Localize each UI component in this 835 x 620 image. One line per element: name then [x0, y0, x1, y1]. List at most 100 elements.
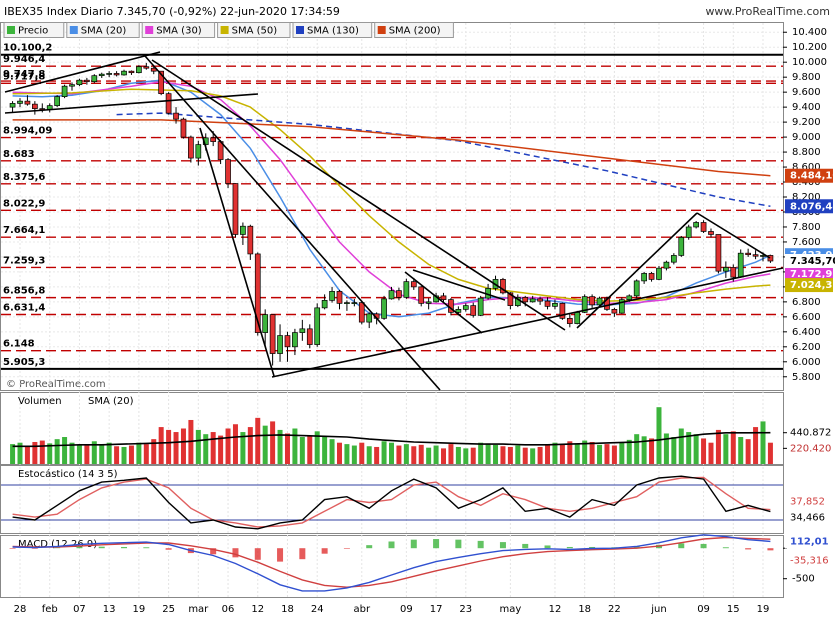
macd-hist	[566, 546, 573, 549]
volume-bar	[307, 435, 313, 464]
stoch-value: 37,852	[790, 497, 825, 508]
macd-hist	[98, 546, 105, 549]
legend-label: Precio	[18, 26, 48, 37]
volume-bar	[589, 441, 595, 464]
volume-bar	[374, 446, 380, 464]
volume-bar	[24, 445, 30, 464]
candle-body	[336, 291, 343, 304]
macd-hist	[745, 548, 752, 550]
value-tag	[785, 266, 833, 281]
x-tick-label: 19	[133, 604, 146, 615]
volume-bar	[426, 447, 432, 464]
x-tick-label: 22	[608, 604, 621, 615]
volume-bar	[69, 442, 75, 464]
candle-body	[678, 237, 685, 256]
x-tick-label: 12	[549, 604, 562, 615]
volume-bar	[366, 446, 372, 464]
panel-label: MACD (12 26 9)	[18, 539, 97, 550]
legend-label: SMA (50)	[232, 26, 278, 37]
volume-bar	[322, 437, 328, 464]
y-tick-label: 9.000	[792, 132, 821, 143]
volume-bar	[99, 444, 105, 464]
volume-bar	[17, 442, 23, 464]
candle-body	[574, 312, 581, 324]
volume-bar	[649, 438, 655, 464]
candle-body	[292, 332, 298, 348]
stoch-k	[12, 475, 771, 530]
level-label: 6.148	[3, 339, 35, 350]
volume-bar	[663, 433, 669, 464]
macd-hist	[388, 541, 395, 549]
y-tick-label: 6.200	[792, 342, 821, 353]
value-tag-label: 112,01	[790, 536, 829, 547]
volume-bar	[455, 446, 461, 464]
volume-bar	[344, 444, 350, 464]
volume-bar	[730, 431, 736, 464]
macd-hist	[589, 546, 596, 549]
candle-body	[381, 298, 387, 319]
macd-panel	[0, 535, 784, 598]
volume-bar	[500, 446, 506, 464]
legend-box	[141, 22, 216, 38]
volume-bar	[559, 444, 565, 464]
volume-bar	[753, 427, 759, 464]
value-tag	[785, 199, 833, 214]
volume-bar	[507, 446, 513, 464]
legend-box	[3, 22, 65, 38]
y-tick-label: 7.600	[792, 237, 821, 248]
y-tick-label: 10.400	[792, 27, 827, 38]
candle-body	[552, 303, 558, 307]
macd-hist	[76, 546, 83, 549]
volume-bar	[47, 443, 53, 464]
volume-bar	[678, 428, 684, 464]
volume-bar	[582, 440, 588, 464]
volume-bar	[656, 407, 662, 464]
candle-body	[165, 93, 172, 114]
y-tick-label: 6.600	[792, 312, 821, 323]
candle-body	[633, 280, 640, 297]
level-label: 6.631,4	[3, 302, 45, 313]
volume-bar	[232, 424, 238, 464]
macd-hist	[767, 548, 774, 551]
candle-body	[596, 297, 603, 306]
y-tick-label: 5.800	[792, 372, 821, 383]
x-tick-label: mar	[188, 604, 209, 615]
candle-body	[225, 159, 231, 184]
legend-swatch	[377, 26, 386, 34]
candle-body	[136, 66, 142, 74]
x-tick-label: feb	[42, 604, 58, 615]
x-tick-label: 07	[73, 604, 86, 615]
level-label: 8.994,09	[3, 126, 52, 137]
x-tick-label: 17	[430, 604, 443, 615]
volume-bar	[262, 425, 268, 464]
candle-body	[269, 314, 276, 354]
candle-body	[403, 281, 410, 298]
volume-bar	[166, 429, 172, 464]
candle-body	[410, 281, 417, 288]
level-label: 10.100,2	[3, 43, 52, 54]
volume-bar	[701, 438, 707, 464]
x-tick-label: jun	[650, 604, 666, 615]
macd-hist	[321, 548, 328, 554]
volume-bar	[180, 428, 186, 464]
candle-body	[418, 286, 425, 304]
candle-body	[366, 313, 373, 323]
candle-body	[284, 335, 291, 348]
candle-body	[648, 273, 655, 280]
candle-body	[544, 300, 551, 307]
legend-swatch	[7, 26, 15, 34]
candle-body	[745, 252, 751, 256]
sma-line	[12, 88, 771, 302]
macd-hist	[522, 543, 529, 549]
volume-bar	[738, 437, 744, 464]
legend-label: SMA (30)	[156, 26, 202, 37]
volume-bar	[545, 445, 551, 464]
candle-body	[388, 290, 395, 300]
legend-swatch	[220, 26, 229, 34]
volume-bar	[10, 444, 16, 464]
volume-bar	[478, 442, 484, 464]
candle-body	[767, 255, 774, 262]
volume-bar	[247, 427, 253, 464]
candle-body	[98, 73, 105, 77]
candle-body	[17, 100, 23, 104]
